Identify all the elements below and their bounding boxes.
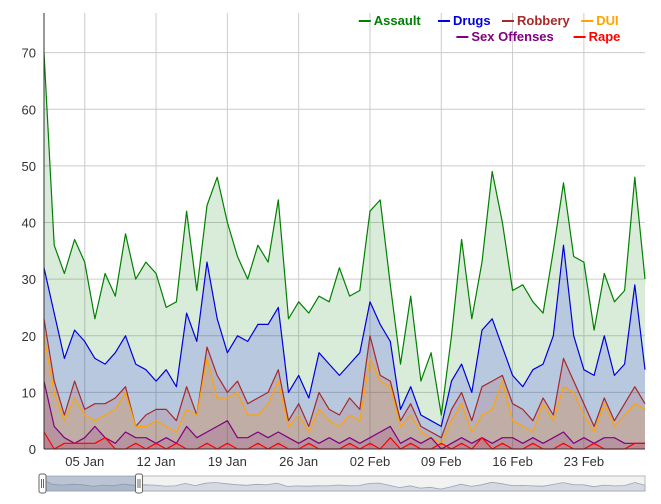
legend-item-sex-offenses[interactable]: Sex Offenses: [456, 29, 554, 44]
range-handle-left[interactable]: [38, 473, 47, 494]
x-tick-label: 12 Jan: [137, 454, 176, 469]
legend-label: Assault: [374, 13, 422, 28]
x-tick-label: 02 Feb: [350, 454, 390, 469]
legend-item-assault[interactable]: Assault: [358, 13, 422, 28]
y-tick-label: 30: [22, 272, 36, 287]
series-area-rape: [44, 432, 645, 449]
series-line-assault: [43, 52, 646, 416]
x-tick-label: 26 Jan: [279, 454, 318, 469]
series-area-assault: [44, 52, 645, 449]
legend-item-rape[interactable]: Rape: [573, 29, 621, 44]
legend-item-robbery[interactable]: Robbery: [502, 13, 571, 28]
legend-item-dui[interactable]: DUI: [581, 13, 619, 28]
y-tick-label: 40: [22, 216, 36, 231]
series-area-drugs: [44, 245, 645, 449]
range-selector[interactable]: [38, 473, 646, 494]
series-areas: [44, 52, 645, 449]
series-area-dui: [44, 335, 645, 449]
series-area-sex-offenses: [44, 381, 645, 449]
series-line-sex-offenses: [43, 380, 645, 450]
x-tick-label: 16 Feb: [492, 454, 532, 469]
series-line-dui: [43, 335, 646, 444]
x-tick-label: 05 Jan: [65, 454, 104, 469]
series-line-drugs: [43, 244, 646, 427]
legend: Assault Drugs Robbery DUI Sex Offenses Rape: [358, 13, 621, 44]
handle-box: [38, 473, 47, 494]
legend-item-drugs[interactable]: Drugs: [438, 13, 491, 28]
y-tick-label: 70: [22, 46, 36, 61]
y-tick-label: 10: [22, 385, 36, 400]
y-tick-label: 0: [29, 442, 36, 457]
legend-label: Drugs: [453, 13, 491, 28]
y-tick-label: 50: [22, 159, 36, 174]
series-line-robbery: [43, 318, 646, 439]
y-tick-label: 20: [22, 329, 36, 344]
series-area-robbery: [44, 318, 645, 449]
legend-label: Rape: [589, 29, 621, 44]
range-selection[interactable]: [42, 476, 139, 491]
y-tick-label: 60: [22, 102, 36, 117]
x-tick-label: 09 Feb: [421, 454, 461, 469]
grid-lines: [44, 13, 645, 450]
range-handle-right[interactable]: [134, 473, 143, 494]
legend-label: DUI: [596, 13, 618, 28]
handle-box: [134, 473, 143, 494]
legend-label: Sex Offenses: [471, 29, 553, 44]
x-tick-label: 19 Jan: [208, 454, 247, 469]
x-tick-label: 23 Feb: [564, 454, 604, 469]
axes: 0 10 20 30 40 50 60 70 05 Jan 12 Jan 19 Jan 26 Jan 0…: [22, 13, 645, 469]
legend-label: Robbery: [517, 13, 571, 28]
series-lines: [43, 52, 646, 450]
